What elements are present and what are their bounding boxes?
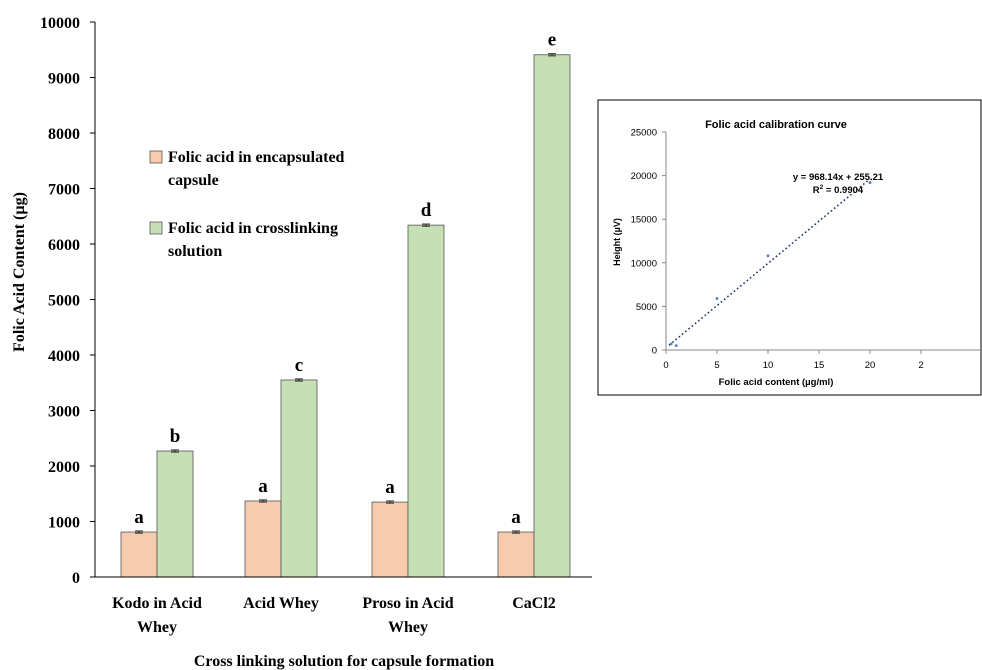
inset-data-point — [766, 254, 770, 258]
r2-superscript: 2 — [820, 184, 824, 191]
bar — [156, 450, 194, 578]
inset-frame — [597, 99, 982, 396]
inset-data-point — [669, 342, 673, 346]
x-category-label: Acid Whey — [243, 595, 319, 612]
x-category-label: Kodo in Acid — [112, 595, 202, 612]
inset-y-tick-label: 5000 — [636, 302, 657, 313]
r2-label: R — [813, 185, 820, 196]
inset-x-tick-label: 5 — [714, 360, 719, 371]
bar — [407, 224, 445, 578]
inset-data-point — [674, 344, 678, 348]
inset-y-axis-title: Height (µV) — [612, 218, 622, 266]
inset-y-tick-label: 25000 — [631, 128, 657, 139]
legend-label-encapsulated-line1: Folic acid in encapsulated — [168, 149, 345, 166]
inset-y-tick-label: 0 — [652, 346, 657, 357]
legend: Folic acid in encapsulated capsule Folic… — [149, 149, 345, 260]
significance-letter: c — [295, 355, 303, 376]
bar — [497, 531, 535, 578]
x-category-label: Whey — [388, 619, 428, 636]
y-tick-label: 3000 — [48, 404, 80, 421]
inset-x-tick-label: 15 — [814, 360, 825, 371]
bar — [371, 501, 409, 578]
significance-letter: a — [511, 507, 521, 528]
y-tick-label: 2000 — [48, 459, 80, 476]
legend-label-encapsulated-line2: capsule — [168, 172, 219, 189]
inset-x-axis-title: Folic acid content (µg/ml) — [719, 377, 834, 388]
bar — [280, 379, 318, 578]
y-axis-ticks: 0 1000 2000 3000 4000 5000 6000 7000 8000 9000 100… — [40, 15, 95, 587]
inset-y-tick-label: 20000 — [631, 171, 657, 182]
y-tick-label: 10000 — [40, 15, 80, 32]
x-category-label: Proso in Acid — [362, 595, 453, 612]
x-category-label: CaCl2 — [512, 595, 556, 612]
y-tick-label: 7000 — [48, 182, 80, 199]
inset-title: Folic acid calibration curve — [705, 119, 847, 131]
x-category-label: Whey — [137, 619, 177, 636]
significance-letter: d — [421, 200, 432, 221]
significance-letter: a — [385, 477, 395, 498]
inset-y-tick-label: 15000 — [631, 215, 657, 226]
y-tick-label: 1000 — [48, 515, 80, 532]
y-tick-label: 8000 — [48, 126, 80, 143]
inset-y-ticks: 0 5000 10000 15000 20000 25000 — [631, 128, 666, 357]
significance-letter: e — [548, 30, 556, 51]
y-tick-label: 4000 — [48, 348, 80, 365]
x-axis-category-labels: Kodo in Acid Whey Acid Whey Proso in Acid Wh… — [112, 595, 556, 636]
legend-swatch-crosslinking — [149, 221, 163, 235]
inset-points — [669, 181, 872, 348]
inset-r-squared: R2 = 0.9904 — [813, 184, 864, 196]
calibration-inset: Folic acid calibration curve 0 5000 10000 1… — [597, 99, 982, 396]
bar — [244, 500, 282, 578]
y-tick-label: 9000 — [48, 71, 80, 88]
x-axis-title: Cross linking solution for capsule forma… — [194, 653, 494, 670]
inset-trendline — [668, 178, 871, 346]
y-tick-label: 5000 — [48, 293, 80, 310]
inset-x-tick-label: 0 — [663, 360, 668, 371]
inset-equation: y = 968.14x + 255.21 — [793, 172, 884, 183]
inset-data-point — [715, 297, 719, 300]
y-tick-label: 6000 — [48, 237, 80, 254]
bar — [120, 531, 158, 578]
bar — [533, 54, 571, 578]
legend-swatch-encapsulated — [149, 150, 163, 164]
significance-letter: a — [258, 476, 268, 497]
y-axis-title: Folic Acid Content (µg) — [11, 192, 28, 352]
bars: a a a a b c d e — [120, 30, 571, 578]
inset-x-tick-label: 10 — [763, 360, 774, 371]
legend-label-crosslinking-line2: solution — [168, 243, 222, 260]
significance-letter: b — [170, 426, 181, 447]
r2-value: = 0.9904 — [823, 185, 864, 196]
significance-letter: a — [134, 507, 144, 528]
inset-y-tick-label: 10000 — [631, 258, 657, 269]
legend-label-crosslinking-line1: Folic acid in crosslinking — [168, 220, 338, 237]
inset-x-ticks: 0 5 10 15 20 2 — [663, 350, 924, 371]
inset-x-tick-label: 2 — [918, 360, 923, 371]
y-tick-label: 0 — [72, 570, 80, 587]
inset-data-point — [868, 181, 872, 184]
inset-x-tick-label: 20 — [865, 360, 876, 371]
